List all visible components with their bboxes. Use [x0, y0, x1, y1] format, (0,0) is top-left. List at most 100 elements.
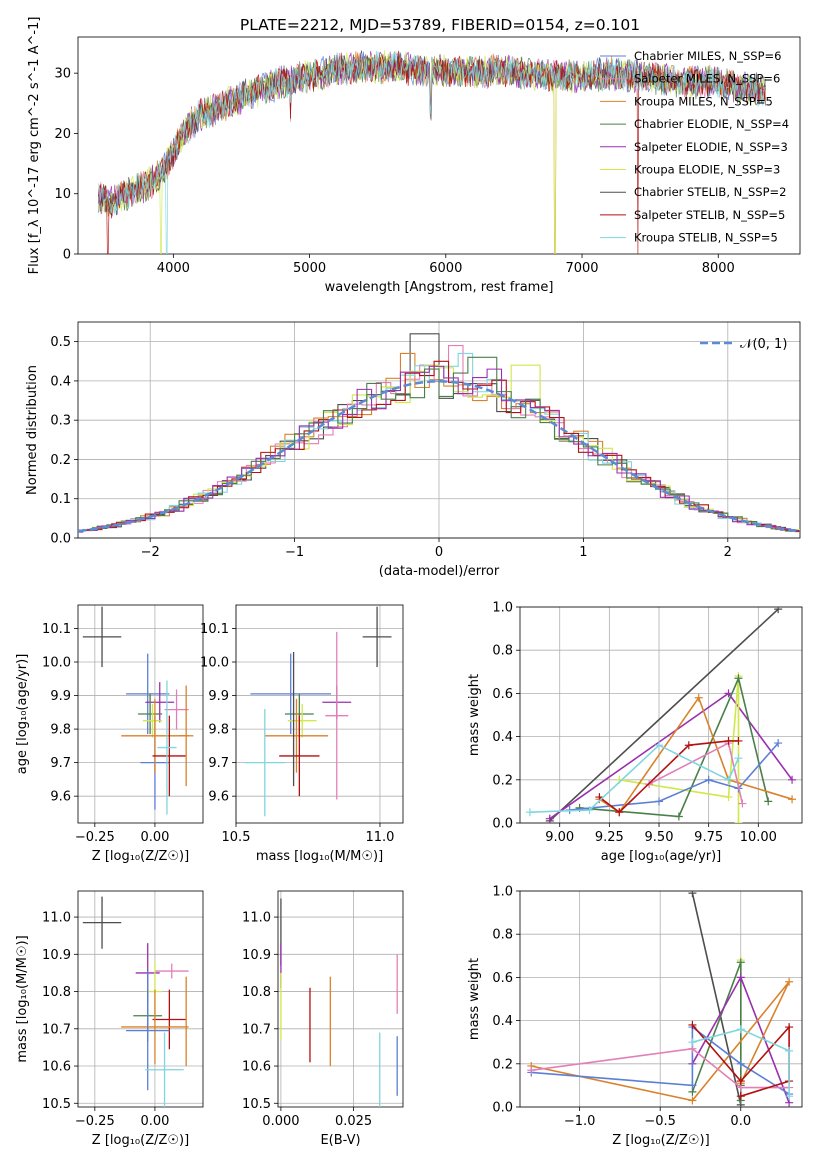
weight-marker	[734, 736, 743, 745]
spectrum-line	[98, 50, 766, 254]
weight-line	[529, 744, 740, 813]
axes-frame	[77, 36, 801, 255]
x-axis-label: Z [log₁₀(Z/Z☉)]	[612, 1133, 709, 1148]
y-tick-label: 0.4	[50, 374, 71, 389]
x-tick-label: 9.00	[545, 830, 574, 845]
weight-marker	[688, 1081, 697, 1090]
y-axis-label: mass [log₁₀(M/M☉)]	[15, 935, 30, 1062]
weight-marker	[734, 674, 743, 683]
x-tick-label: −1	[285, 545, 304, 560]
y-tick-label: 10.6	[42, 1060, 71, 1075]
y-tick-label: 0.0	[492, 1101, 513, 1116]
y-tick-label: 1.0	[492, 885, 513, 900]
y-tick-label: 9.6	[50, 790, 71, 805]
y-tick-label: 10.1	[42, 622, 71, 637]
weight-marker	[688, 1096, 697, 1105]
y-axis-label: age [log₁₀(age/yr)]	[15, 654, 30, 775]
z-age-axes-plot-area	[82, 606, 194, 815]
x-tick-label: −0.25	[75, 830, 115, 845]
mass-age-axes: 10.5 11.0 9.6 9.7 9.8 9.9 10.0 10.1 mass [log₁₀(…	[200, 604, 404, 864]
x-tick-label: 9.25	[595, 830, 624, 845]
axes-frame	[77, 604, 204, 824]
weight-marker	[724, 736, 733, 745]
ebv-mass-axes-plot-area	[280, 898, 398, 1107]
axes-frame	[77, 890, 204, 1108]
z-mass-axes-plot-area	[82, 896, 189, 1107]
weight-marker	[774, 739, 783, 748]
x-tick-label: −2	[141, 545, 160, 560]
axes-frame	[519, 890, 803, 1108]
weight-marker	[785, 1046, 794, 1055]
legend-entry: Kroupa ELODIE, N_SSP=3	[634, 163, 780, 177]
y-tick-label: 10	[54, 187, 71, 202]
weight-line	[598, 695, 793, 814]
histogram-axes: −2 −1 0 1 2 0.0 0.1 0.2 0.3 0.4 0.5 (data-model)/er…	[25, 321, 801, 579]
y-tick-label: 0	[63, 248, 71, 263]
legend-entry: Salpeter ELODIE, N_SSP=3	[634, 140, 788, 154]
weight-marker	[525, 808, 534, 817]
weight-marker	[688, 1020, 697, 1029]
x-tick-label: −1.0	[564, 1114, 596, 1129]
y-tick-label: 10.6	[242, 1060, 271, 1075]
weight-marker	[736, 1025, 745, 1034]
y-tick-label: 30	[54, 67, 71, 82]
axes-frame	[519, 606, 803, 824]
y-axis-label: Normed distribution	[25, 365, 40, 495]
x-tick-label: 7000	[565, 261, 598, 276]
y-tick-label: 0.0	[492, 817, 513, 832]
histogram-steps	[78, 365, 800, 533]
y-tick-label: 10.7	[42, 1022, 71, 1037]
weight-marker	[545, 814, 554, 823]
weight-line	[549, 608, 779, 822]
y-tick-label: 10.7	[242, 1022, 271, 1037]
y-tick-label: 9.8	[208, 723, 229, 738]
y-tick-label: 10.5	[242, 1097, 271, 1112]
z-age-axes: −0.25 0.00 9.6 9.7 9.8 9.9 10.0 10.1 Z [log₁₀(Z/…	[15, 604, 204, 864]
weight-marker	[774, 607, 783, 614]
y-tick-label: 10.0	[200, 656, 229, 671]
weight-marker	[704, 775, 713, 784]
x-tick-label: 9.50	[645, 830, 674, 845]
y-tick-label: 0.2	[50, 453, 71, 468]
x-tick-label: 0.00	[140, 1114, 169, 1129]
weight-marker	[736, 1077, 745, 1086]
figure-title: PLATE=2212, MJD=53789, FIBERID=0154, z=0…	[240, 16, 640, 34]
y-tick-label: 10.1	[200, 622, 229, 637]
y-tick-label: 9.7	[50, 756, 71, 771]
x-axis-label: mass [log₁₀(M/M☉)]	[256, 849, 383, 864]
weight-marker	[674, 812, 683, 821]
axes-frame	[277, 890, 404, 1108]
y-tick-label: 10.5	[42, 1097, 71, 1112]
spectrum-axes: 4000 5000 6000 7000 8000 0 10 20 30 wavelength [A…	[27, 17, 801, 295]
legend-entry: Chabrier ELODIE, N_SSP=4	[634, 117, 789, 131]
x-axis-label: Z [log₁₀(Z/Z☉)]	[92, 1133, 189, 1148]
y-tick-label: 0.2	[492, 773, 513, 788]
x-tick-label: 8000	[702, 261, 735, 276]
x-axis-label: E(B-V)	[320, 1133, 360, 1148]
weight-marker	[655, 797, 664, 806]
y-tick-label: 9.6	[208, 790, 229, 805]
y-tick-label: 11.0	[42, 911, 71, 926]
x-tick-label: 0.00	[140, 830, 169, 845]
weight-marker	[585, 806, 594, 815]
y-tick-label: 0.2	[492, 1057, 513, 1072]
x-tick-label: 0.000	[262, 1114, 299, 1129]
y-tick-label: 9.8	[50, 723, 71, 738]
weight-marker	[736, 1092, 745, 1101]
weight-marker	[788, 775, 797, 784]
weight-marker	[527, 1066, 536, 1075]
y-axis-label: mass weight	[467, 958, 482, 1040]
y-tick-label: 10.9	[42, 948, 71, 963]
mass-age-axes-plot-area	[244, 606, 392, 817]
weight-marker	[785, 1023, 794, 1032]
weight-line	[619, 676, 740, 823]
y-tick-label: 0.1	[50, 492, 71, 507]
weight-marker	[688, 1038, 697, 1047]
weight-marker	[785, 1092, 794, 1101]
x-axis-label: wavelength [Angstrom, rest frame]	[325, 280, 554, 295]
weight-line	[692, 1028, 790, 1097]
x-tick-label: −0.5	[644, 1114, 676, 1129]
legend-entry: 𝒩(0, 1)	[740, 337, 787, 352]
y-tick-label: 10.8	[242, 985, 271, 1000]
